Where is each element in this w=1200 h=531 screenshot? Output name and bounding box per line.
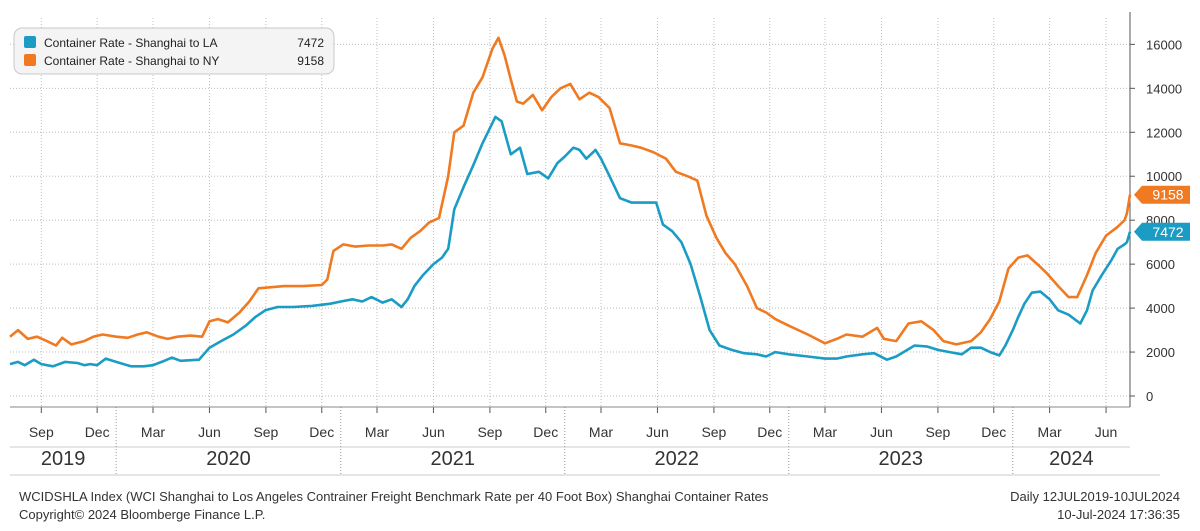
- y-tick-label: 2000: [1146, 345, 1175, 360]
- y-tick-label: 4000: [1146, 301, 1175, 316]
- x-tick-label: Sep: [701, 424, 726, 440]
- last-value-tag-text: 9158: [1152, 187, 1183, 203]
- last-value-tag-text: 7472: [1152, 224, 1183, 240]
- year-label: 2024: [1049, 448, 1094, 470]
- last-value-tag-bg: [1134, 222, 1190, 241]
- legend-value: 9158: [297, 54, 324, 68]
- year-label: 2021: [431, 448, 476, 470]
- last-value-labels: 7472 9158: [1134, 185, 1190, 241]
- y-tick-label: 14000: [1146, 81, 1182, 96]
- year-label: 2022: [655, 448, 700, 470]
- year-label: 2023: [879, 448, 924, 470]
- x-tick-label: Sep: [253, 424, 278, 440]
- legend-swatch: [24, 36, 36, 48]
- x-tick-label: Sep: [477, 424, 502, 440]
- year-label: 2020: [206, 448, 251, 470]
- x-tick-label: Mar: [813, 424, 837, 440]
- series-line-la: [9, 115, 1132, 368]
- copyright-note: Copyright© 2024 Bloomberge Finance L.P.: [19, 507, 266, 522]
- legend-label: Container Rate - Shanghai to NY: [44, 54, 219, 68]
- y-tick-label: 10000: [1146, 169, 1182, 184]
- legend-swatch: [24, 54, 36, 66]
- x-tick-label: Dec: [533, 424, 558, 440]
- x-tick-label: Jun: [422, 424, 445, 440]
- legend-value: 7472: [297, 36, 324, 50]
- legend-box: [13, 27, 335, 75]
- last-value-tag-ny: 9158: [1134, 185, 1190, 204]
- series-lines: [9, 36, 1132, 368]
- x-tick-label: Mar: [1038, 424, 1062, 440]
- y-tick-label: 0: [1146, 389, 1153, 404]
- x-tick-label: Dec: [981, 424, 1006, 440]
- last-value-tag-bg: [1134, 185, 1190, 204]
- year-label: 2019: [41, 448, 86, 470]
- y-tick-label: 6000: [1146, 257, 1175, 272]
- grid: [10, 18, 1130, 407]
- x-tick-label: Dec: [85, 424, 110, 440]
- source-note: WCIDSHLA Index (WCI Shanghai to Los Ange…: [19, 489, 769, 504]
- x-tick-label: Mar: [365, 424, 389, 440]
- x-tick-label: Jun: [198, 424, 221, 440]
- x-tick-label: Mar: [589, 424, 613, 440]
- line-chart: 0200040006000800010000120001400016000Sep…: [9, 12, 1190, 476]
- y-tick-label: 12000: [1146, 125, 1182, 140]
- legend-label: Container Rate - Shanghai to LA: [44, 36, 217, 50]
- x-tick-label: Sep: [29, 424, 54, 440]
- timestamp-note: 10-Jul-2024 17:36:35: [1057, 507, 1180, 522]
- legend: Container Rate - Shanghai to LA 7472 Conta…: [13, 27, 335, 75]
- x-tick-label: Dec: [757, 424, 782, 440]
- series-line-ny: [9, 36, 1132, 347]
- x-tick-label: Mar: [141, 424, 165, 440]
- x-tick-label: Dec: [309, 424, 334, 440]
- last-value-tag-la: 7472: [1134, 222, 1190, 241]
- y-tick-label: 16000: [1146, 37, 1182, 52]
- axes: 0200040006000800010000120001400016000Sep…: [10, 12, 1182, 476]
- date-range-note: Daily 12JUL2019-10JUL2024: [1010, 489, 1180, 504]
- x-tick-label: Jun: [870, 424, 893, 440]
- x-tick-label: Jun: [646, 424, 669, 440]
- x-tick-label: Jun: [1095, 424, 1118, 440]
- x-tick-label: Sep: [925, 424, 950, 440]
